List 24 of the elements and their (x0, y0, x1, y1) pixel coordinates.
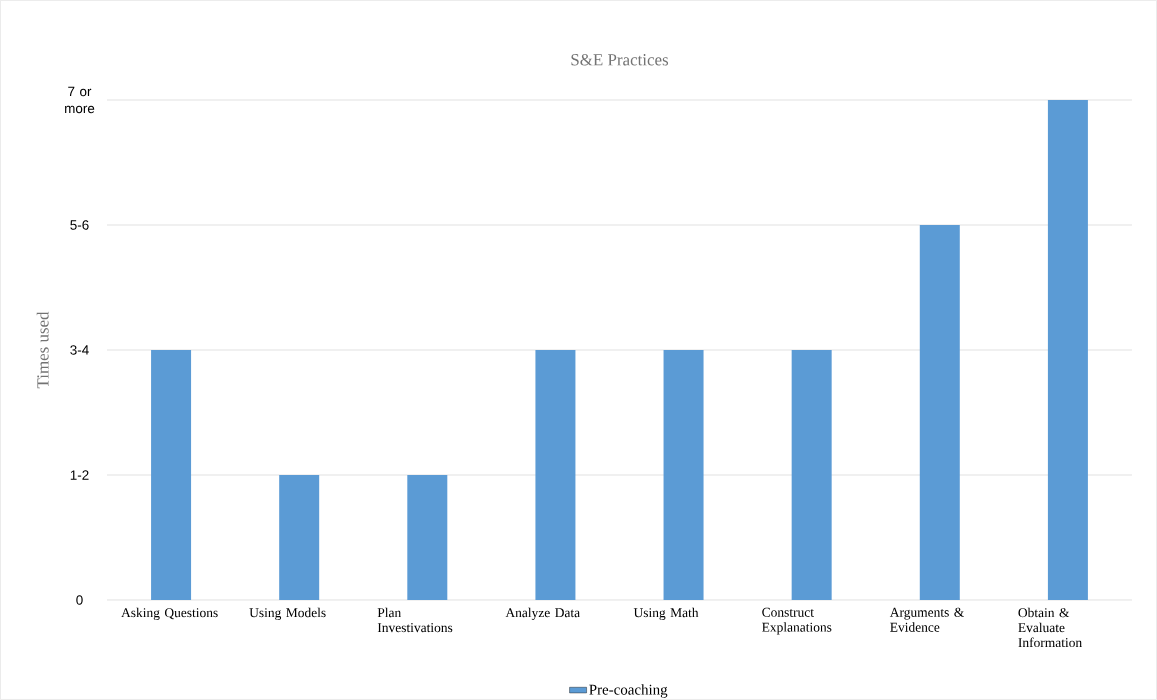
bar (535, 349, 576, 600)
x-tick-label: Asking Questions (121, 607, 218, 620)
chart-title: S&E Practices (571, 54, 669, 66)
bar (919, 224, 960, 600)
text: 7 or more (65, 86, 95, 114)
text: 0 (76, 595, 83, 605)
text: 3-4 (70, 345, 89, 355)
x-tick-label: Obtain & Evaluate Information (1018, 607, 1082, 648)
bar (151, 349, 192, 600)
x-tick-label: Construct Explanations (762, 607, 832, 635)
bar (1047, 99, 1088, 600)
x-tick-label: Analyze Data (505, 607, 580, 620)
bar (407, 474, 448, 600)
text: 1-2 (70, 470, 89, 480)
y-axis-title: Times used (36, 311, 49, 389)
x-tick-label: Plan Investivations (377, 607, 453, 633)
legend-label: Pre-coaching (589, 684, 668, 698)
text: 5-6 (70, 220, 89, 230)
bar (663, 349, 704, 600)
x-tick-label: Using Math (633, 607, 699, 620)
x-tick-label: Arguments & Evidence (889, 607, 965, 632)
x-tick-label: Using Models (249, 607, 326, 620)
bar (791, 349, 832, 600)
bar (279, 474, 320, 600)
